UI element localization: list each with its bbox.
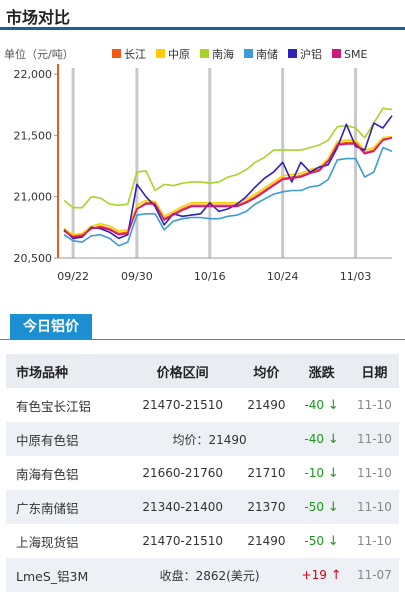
- change-value: -40: [304, 397, 324, 412]
- price-line-chart: 单位（元/吨） 长江 中原 南海 南储 沪铝 SME 20,500 21,000 21,500 22…: [4, 47, 393, 283]
- tab-today-price[interactable]: 今日铝价: [10, 314, 92, 340]
- cell-range: 21340-21400: [125, 490, 240, 524]
- cell-avg: 21370: [239, 490, 294, 524]
- arrow-down-icon: ↓: [327, 397, 339, 413]
- series-line-SME: [63, 137, 393, 238]
- change-value: -40: [304, 431, 324, 446]
- cell-date: 11-10: [349, 422, 399, 456]
- col-avg: 均价: [239, 354, 294, 388]
- legend-swatch: [288, 49, 297, 58]
- cell-date: 11-07: [349, 558, 399, 592]
- cell-change: -40 ↓: [293, 422, 350, 456]
- series-line-长江: [63, 135, 393, 237]
- change-value: +19: [301, 567, 327, 582]
- cell-avg: 21710: [247, 466, 286, 480]
- cell-merged-price: 收盘：2862(美元): [125, 558, 294, 592]
- cell-range: 21470-21510: [142, 534, 224, 548]
- table-row[interactable]: 上海现货铝 21470-21510 21490 -50 ↓ 11-10: [6, 524, 399, 558]
- series-line-沪铝: [63, 115, 393, 240]
- cell-market: 南海有色铝: [16, 466, 79, 482]
- col-date: 日期: [349, 354, 399, 388]
- change-value: -10: [304, 465, 324, 480]
- cell-market: 中原有色铝: [6, 422, 126, 456]
- cell-avg: 21490: [247, 534, 286, 548]
- x-tick-label: 10/24: [267, 270, 299, 283]
- legend-swatch: [156, 49, 165, 58]
- y-tick-label: 20,500: [14, 252, 53, 265]
- legend-label: SME: [344, 48, 367, 61]
- tab-underline: [0, 339, 405, 340]
- change-value: -50: [304, 499, 324, 514]
- series-line-南海: [63, 107, 393, 209]
- arrow-down-icon: ↓: [327, 499, 339, 515]
- header-underline: [0, 27, 405, 30]
- table-row[interactable]: 有色宝长江铝 21470-21510 21490 -40 ↓ 11-10: [6, 388, 399, 422]
- legend-label: 沪铝: [300, 47, 322, 61]
- table-row[interactable]: 南海有色铝 21660-21760 21710 -10 ↓ 11-10: [6, 456, 399, 490]
- legend-label: 南海: [212, 47, 234, 61]
- series-line-中原: [63, 135, 393, 236]
- col-range: 价格区间: [125, 354, 240, 388]
- arrow-down-icon: ↓: [327, 431, 339, 447]
- legend-label: 南储: [256, 47, 278, 61]
- series-line-南储: [63, 146, 393, 247]
- legend-swatch: [200, 49, 209, 58]
- y-tick-label: 21,500: [14, 129, 53, 142]
- cell-change: -10 ↓: [293, 456, 349, 490]
- col-market: 市场品种: [6, 354, 126, 388]
- cell-date: 11-10: [356, 398, 392, 412]
- cell-change: +19 ↑: [293, 558, 350, 592]
- cell-change: -50 ↓: [293, 524, 349, 558]
- x-tick-label: 09/22: [57, 270, 89, 283]
- legend-label: 长江: [124, 48, 146, 61]
- arrow-up-icon: ↑: [330, 567, 342, 583]
- cell-market: 广东南储铝: [6, 490, 126, 524]
- cell-market: 有色宝长江铝: [16, 398, 92, 414]
- legend-swatch: [332, 49, 341, 58]
- change-value: -50: [304, 533, 324, 548]
- x-tick-label: 11/03: [340, 270, 372, 283]
- y-axis-label: 单位（元/吨）: [4, 47, 74, 61]
- x-tick-label: 09/30: [121, 270, 153, 283]
- cell-range: 21470-21510: [142, 398, 224, 412]
- y-tick-label: 22,000: [14, 68, 53, 81]
- page-header: 市场对比: [0, 0, 405, 30]
- cell-avg: 21490: [247, 398, 286, 412]
- page-title: 市场对比: [6, 8, 71, 27]
- cell-date: 11-10: [356, 466, 392, 480]
- table-row[interactable]: LmeS_铝3M 收盘：2862(美元) +19 ↑ 11-07: [6, 558, 399, 592]
- cell-range: 21660-21760: [142, 466, 224, 480]
- table-header-row: 市场品种 价格区间 均价 涨跌 日期: [6, 354, 399, 388]
- col-change: 涨跌: [293, 354, 350, 388]
- table-row[interactable]: 广东南储铝 21340-21400 21370 -50 ↓ 11-10: [6, 490, 399, 524]
- legend-swatch: [112, 49, 121, 58]
- y-tick-label: 21,000: [14, 191, 53, 204]
- x-tick-label: 10/16: [194, 270, 226, 283]
- cell-market: 上海现货铝: [16, 534, 79, 550]
- cell-merged-price: 均价：21490: [125, 422, 294, 456]
- legend-label: 中原: [168, 48, 190, 61]
- cell-date: 11-10: [356, 534, 392, 548]
- cell-change: -40 ↓: [293, 388, 349, 422]
- table-row[interactable]: 中原有色铝 均价：21490 -40 ↓ 11-10: [6, 422, 399, 456]
- cell-date: 11-10: [349, 490, 399, 524]
- legend-swatch: [244, 49, 253, 58]
- cell-change: -50 ↓: [293, 490, 350, 524]
- arrow-down-icon: ↓: [327, 465, 339, 481]
- arrow-down-icon: ↓: [327, 533, 339, 549]
- price-table: 市场品种 价格区间 均价 涨跌 日期 有色宝长江铝 21470-21510 2149…: [6, 354, 399, 592]
- cell-market: LmeS_铝3M: [6, 558, 126, 592]
